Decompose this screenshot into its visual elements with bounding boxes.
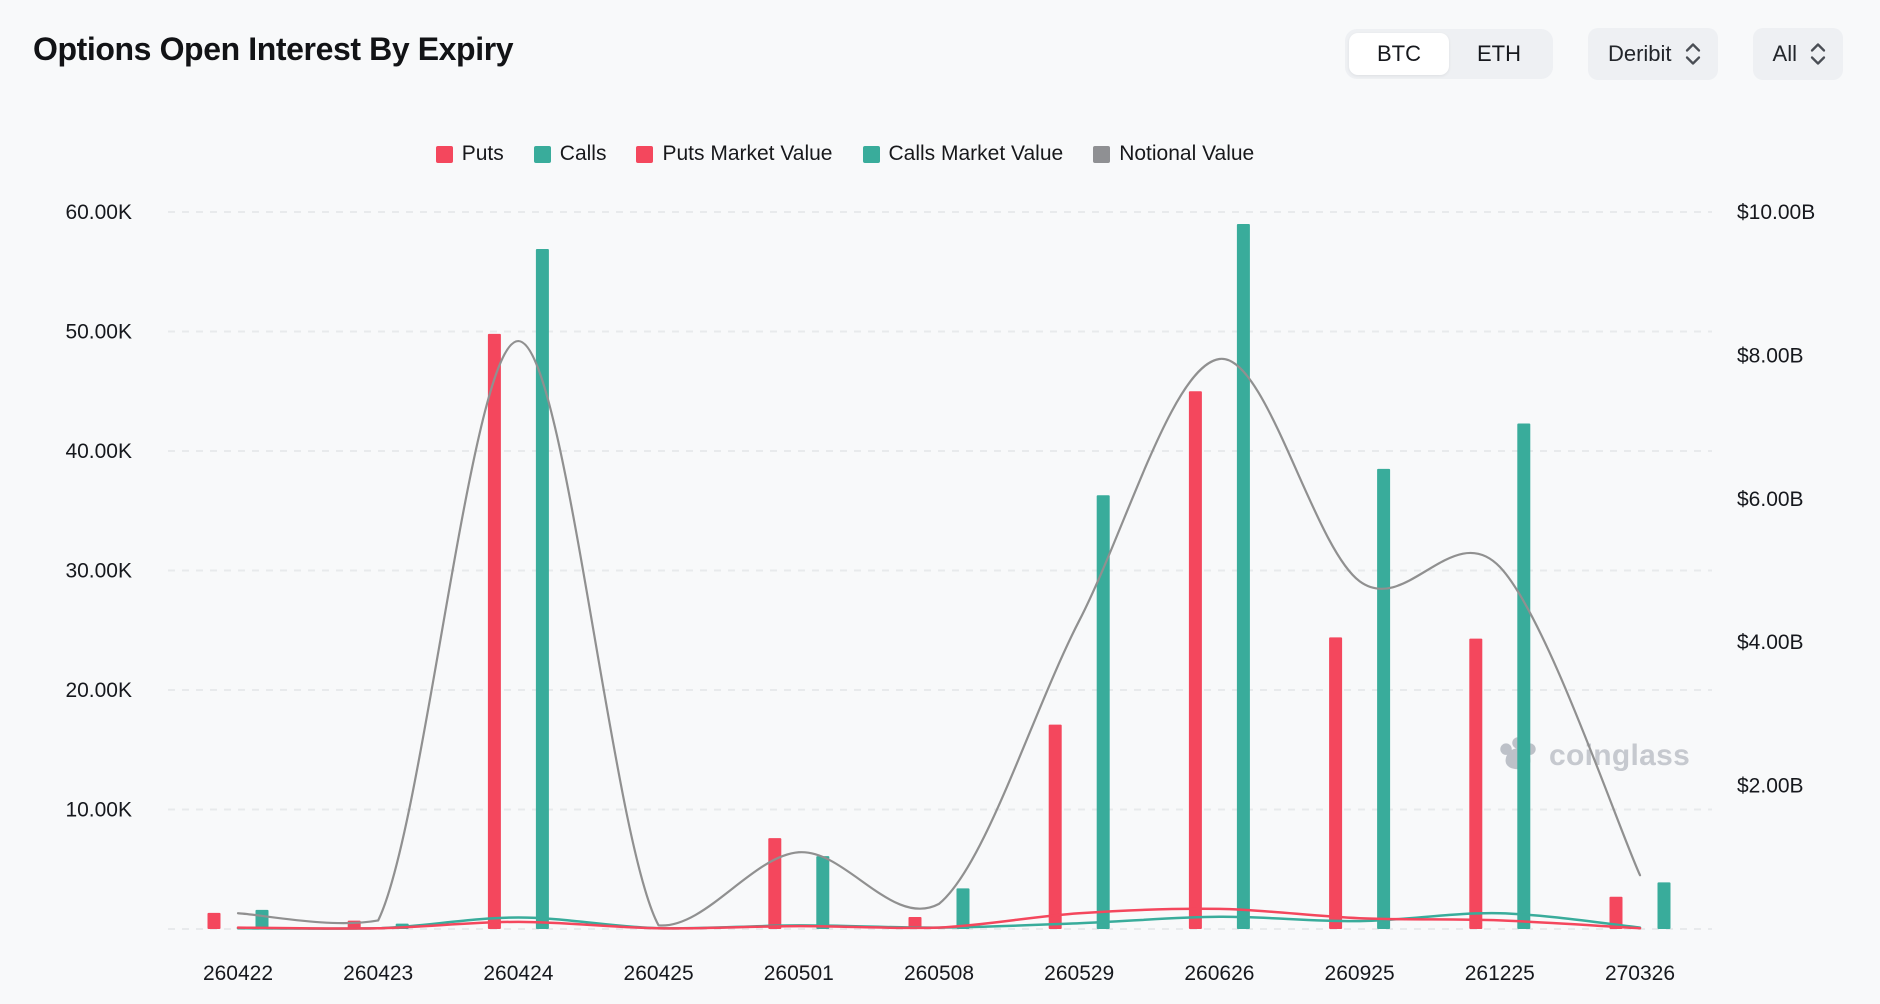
legend-item-calls-market-value[interactable]: Calls Market Value — [862, 142, 1064, 166]
watermark-label: coinglass — [1549, 738, 1691, 772]
legend-swatch — [533, 145, 551, 163]
exchange-dropdown[interactable]: Deribit — [1587, 28, 1718, 80]
line-notional-value — [236, 339, 1642, 927]
bar-calls — [816, 856, 830, 929]
left-axis-tick: 10.00K — [65, 799, 132, 822]
bar-puts — [1048, 724, 1062, 929]
left-axis-tick: 50.00K — [65, 321, 132, 344]
bar-calls — [956, 888, 970, 929]
line-puts-market-value — [236, 907, 1642, 930]
bar-calls — [1517, 423, 1531, 929]
legend-item-calls[interactable]: Calls — [533, 142, 607, 166]
bar-puts — [1329, 637, 1343, 929]
x-axis-label: 270326 — [1605, 962, 1675, 985]
bar-puts — [487, 333, 501, 929]
bar-puts — [1609, 896, 1623, 929]
chevron-up-down-icon — [1807, 40, 1829, 68]
legend-swatch — [435, 145, 453, 163]
toggle-btc-button[interactable]: BTC — [1348, 33, 1449, 75]
legend-label: Notional Value — [1119, 142, 1255, 165]
x-axis-label: 260425 — [624, 962, 694, 985]
x-axis-label: 260529 — [1044, 962, 1114, 985]
range-dropdown-value: All — [1772, 41, 1797, 66]
left-axis-tick: 40.00K — [65, 440, 132, 463]
range-dropdown[interactable]: All — [1752, 28, 1843, 80]
x-axis-label: 260423 — [343, 962, 413, 985]
bar-calls — [255, 909, 269, 929]
x-axis-label: 260925 — [1325, 962, 1395, 985]
chevron-up-down-icon — [1682, 40, 1704, 68]
right-axis-tick: $8.00B — [1737, 344, 1804, 367]
x-axis-label: 260626 — [1184, 962, 1254, 985]
right-axis-tick: $4.00B — [1737, 631, 1804, 654]
bar-puts — [1469, 638, 1483, 929]
legend-item-puts[interactable]: Puts — [435, 142, 504, 166]
x-axis-label: 260422 — [203, 962, 273, 985]
x-axis-label: 260508 — [904, 962, 974, 985]
legend-item-puts-market-value[interactable]: Puts Market Value — [636, 142, 833, 166]
legend-swatch — [636, 145, 654, 163]
right-axis-tick: $6.00B — [1737, 488, 1804, 511]
bar-calls — [1377, 468, 1391, 929]
bar-puts — [1188, 391, 1202, 929]
x-axis-label: 260424 — [483, 962, 553, 985]
bar-puts — [908, 917, 922, 929]
line-calls-market-value — [236, 911, 1642, 930]
left-axis-tick: 20.00K — [65, 679, 132, 702]
legend-swatch — [1093, 145, 1111, 163]
bar-calls — [535, 249, 549, 930]
legend-item-notional-value[interactable]: Notional Value — [1093, 142, 1254, 166]
page-title: Options Open Interest By Expiry — [33, 31, 514, 67]
right-axis-tick: $2.00B — [1737, 775, 1804, 798]
bar-calls — [1657, 882, 1671, 929]
left-axis-tick: 30.00K — [65, 560, 132, 583]
legend-label: Puts — [461, 142, 504, 165]
x-axis-label: 261225 — [1465, 962, 1535, 985]
chart-legend: Puts Calls Puts Market Value Calls Market V… — [0, 142, 1690, 166]
bar-calls — [1236, 223, 1250, 929]
legend-swatch — [862, 145, 880, 163]
legend-label: Puts Market Value — [662, 142, 833, 165]
legend-label: Calls — [559, 142, 607, 165]
toggle-eth-button[interactable]: ETH — [1449, 33, 1549, 75]
coin-toggle: BTC ETH — [1344, 29, 1553, 79]
left-axis-tick: 60.00K — [65, 201, 132, 224]
header-controls: BTC ETH Deribit All — [1344, 28, 1843, 80]
legend-label: Calls Market Value — [888, 142, 1064, 165]
x-axis-label: 260501 — [764, 962, 834, 985]
bar-puts — [207, 912, 221, 929]
bar-calls — [1096, 495, 1110, 929]
bar-puts — [768, 838, 782, 929]
right-axis-tick: $10.00B — [1737, 201, 1815, 224]
exchange-dropdown-value: Deribit — [1607, 41, 1672, 66]
